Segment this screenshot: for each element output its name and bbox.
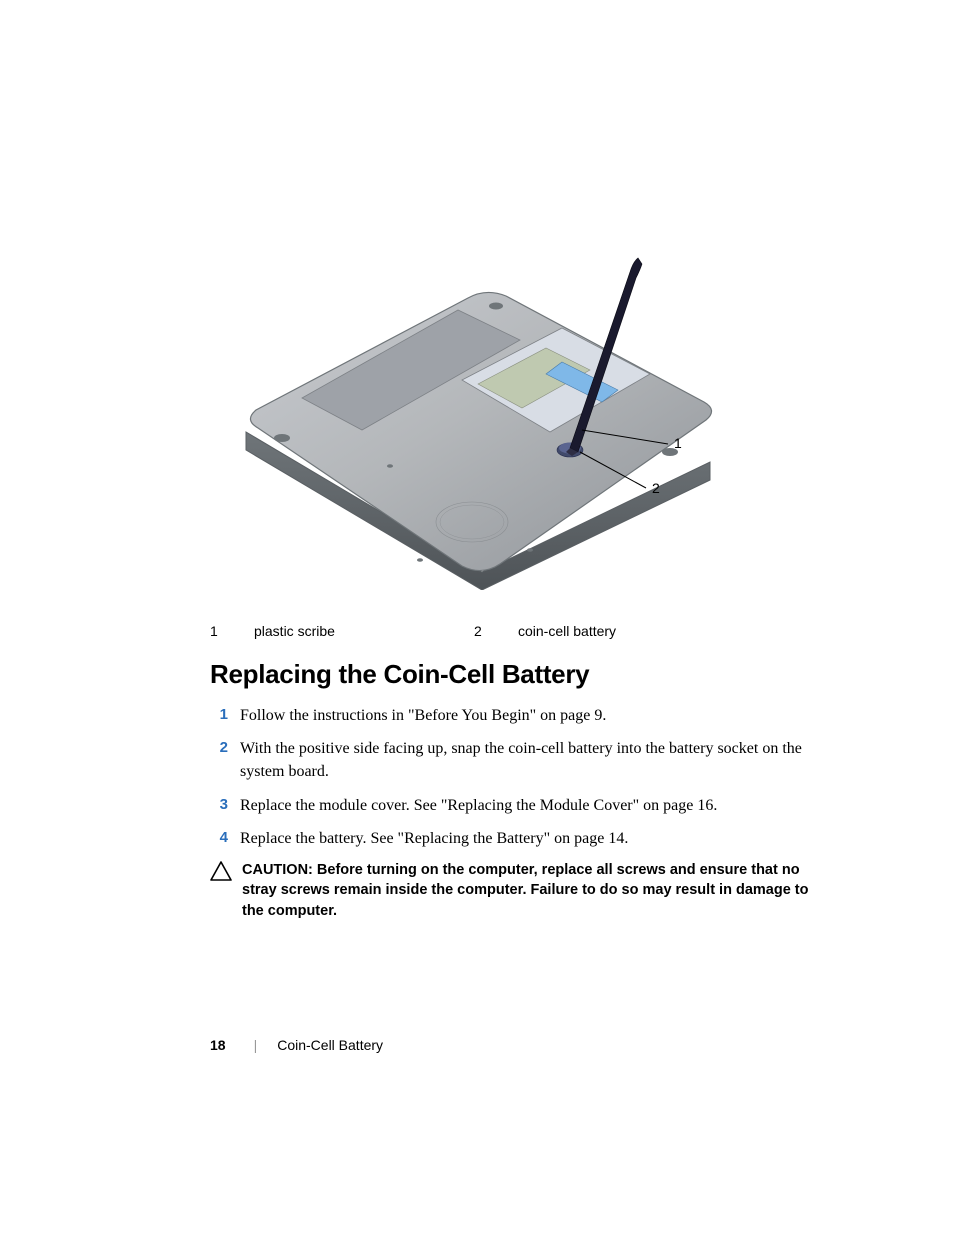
step-number: 1 — [210, 704, 240, 727]
step-number: 3 — [210, 794, 240, 817]
step-number: 4 — [210, 827, 240, 850]
steps-list: 1 Follow the instructions in "Before You… — [210, 704, 809, 850]
legend-label-2: coin-cell battery — [518, 623, 809, 639]
step-item: 2 With the positive side facing up, snap… — [210, 737, 809, 783]
caution-block: CAUTION: Before turning on the computer,… — [210, 860, 809, 921]
caution-triangle-icon — [210, 861, 236, 886]
step-text: Replace the battery. See "Replacing the … — [240, 827, 809, 850]
step-item: 4 Replace the battery. See "Replacing th… — [210, 827, 809, 850]
laptop-illustration — [210, 150, 730, 590]
step-text: With the positive side facing up, snap t… — [240, 737, 809, 783]
section-title: Replacing the Coin-Cell Battery — [210, 659, 809, 690]
legend-num-2: 2 — [474, 623, 518, 639]
footer-page-number: 18 — [210, 1037, 226, 1053]
step-number: 2 — [210, 737, 240, 783]
caution-body: Before turning on the computer, replace … — [242, 862, 808, 919]
figure-legend: 1 plastic scribe 2 coin-cell battery — [210, 623, 809, 639]
step-text: Follow the instructions in "Before You B… — [240, 704, 809, 727]
page-container: 1 2 1 plastic scribe 2 coin-cell battery… — [0, 0, 954, 1235]
page-footer: 18 | Coin-Cell Battery — [210, 1037, 383, 1053]
caution-label: CAUTION: — [242, 862, 317, 878]
legend-num-1: 1 — [210, 623, 254, 639]
step-text: Replace the module cover. See "Replacing… — [240, 794, 809, 817]
footer-divider: | — [254, 1037, 258, 1053]
caution-text: CAUTION: Before turning on the computer,… — [242, 860, 809, 921]
callout-number-1: 1 — [674, 435, 682, 451]
legend-label-1: plastic scribe — [254, 623, 474, 639]
figure-area: 1 2 — [210, 150, 809, 515]
step-item: 1 Follow the instructions in "Before You… — [210, 704, 809, 727]
footer-section-name: Coin-Cell Battery — [277, 1037, 383, 1053]
step-item: 3 Replace the module cover. See "Replaci… — [210, 794, 809, 817]
legend-row: 1 plastic scribe 2 coin-cell battery — [210, 623, 809, 639]
callout-number-2: 2 — [652, 480, 660, 496]
